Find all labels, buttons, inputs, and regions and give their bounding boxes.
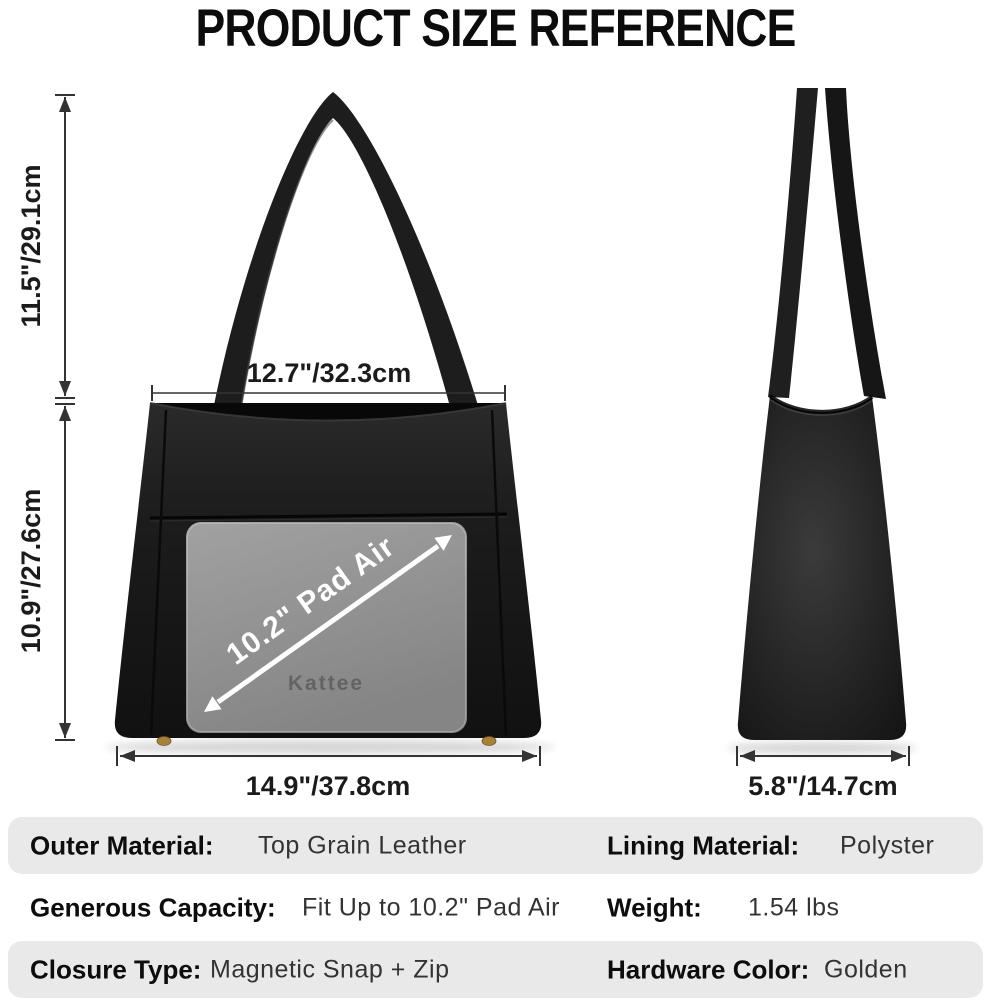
lining-material-label: Lining Material: bbox=[607, 830, 800, 860]
side-bag-shadow bbox=[727, 742, 917, 754]
measure-side-depth bbox=[736, 746, 910, 766]
tablet-diagonal-arrow bbox=[204, 535, 452, 712]
weight-value: 1.54 lbs bbox=[748, 893, 840, 921]
side-top-rim bbox=[768, 394, 874, 414]
side-strap-left bbox=[768, 88, 818, 398]
gold-foot-left bbox=[156, 736, 172, 746]
front-strap-highlight bbox=[240, 119, 334, 409]
top-width-label: 12.7"/32.3cm bbox=[247, 358, 411, 388]
brand-embossed-text: Kattee bbox=[288, 672, 364, 695]
tablet-overlay: Kattee 10.2" Pad Air bbox=[186, 522, 467, 733]
side-strap-right bbox=[825, 88, 886, 399]
weight-label: Weight: bbox=[607, 892, 702, 922]
capacity-label: Generous Capacity: bbox=[30, 892, 276, 922]
measure-lower-height bbox=[55, 403, 75, 741]
front-left-seam bbox=[149, 409, 168, 736]
bottom-width-label: 14.9"/37.8cm bbox=[246, 771, 410, 801]
spec-row-closure-hardware: Closure Type: Magnetic Snap + Zip Hardwa… bbox=[8, 941, 983, 998]
front-strap bbox=[213, 92, 480, 414]
closure-type-label: Closure Type: bbox=[30, 954, 202, 984]
capacity-value: Fit Up to 10.2" Pad Air bbox=[302, 893, 560, 921]
outer-material-value: Top Grain Leather bbox=[258, 831, 467, 859]
side-bag-illustration bbox=[737, 88, 907, 740]
spec-row-materials: Outer Material: Top Grain Leather Lining… bbox=[8, 817, 983, 874]
measure-bottom-width bbox=[116, 746, 541, 766]
page-title: PRODUCT SIZE REFERENCE bbox=[195, 0, 797, 58]
side-depth-label: 5.8"/14.7cm bbox=[748, 771, 897, 801]
outer-material-label: Outer Material: bbox=[30, 830, 214, 860]
gold-foot-right bbox=[481, 736, 497, 746]
measure-upper-height bbox=[55, 94, 75, 399]
front-bag-illustration: Kattee 10.2" Pad Air bbox=[114, 92, 542, 746]
measurements bbox=[55, 94, 910, 766]
size-diagram: Kattee 10.2" Pad Air bbox=[16, 88, 917, 801]
front-opening-edge bbox=[149, 402, 507, 422]
closure-type-value: Magnetic Snap + Zip bbox=[210, 955, 450, 983]
front-pocket-seam bbox=[149, 512, 508, 520]
lower-height-label: 10.9"/27.6cm bbox=[16, 489, 46, 653]
front-bag-shadow bbox=[105, 740, 555, 754]
spec-table: Outer Material: Top Grain Leather Lining… bbox=[0, 810, 991, 1000]
front-right-seam bbox=[490, 409, 508, 736]
spec-row-capacity-weight: Generous Capacity: Fit Up to 10.2" Pad A… bbox=[8, 878, 983, 937]
lining-material-value: Polyster bbox=[840, 831, 935, 859]
front-pocket-seam-highlight bbox=[149, 516, 508, 522]
side-top-rim-highlight bbox=[770, 399, 872, 416]
measure-top-width bbox=[151, 385, 506, 401]
upper-height-label: 11.5"/29.1cm bbox=[16, 165, 46, 328]
hardware-color-label: Hardware Color: bbox=[607, 954, 810, 984]
tablet-inner-edge bbox=[187, 523, 466, 732]
hardware-color-value: Golden bbox=[824, 955, 908, 983]
side-body bbox=[737, 396, 907, 740]
